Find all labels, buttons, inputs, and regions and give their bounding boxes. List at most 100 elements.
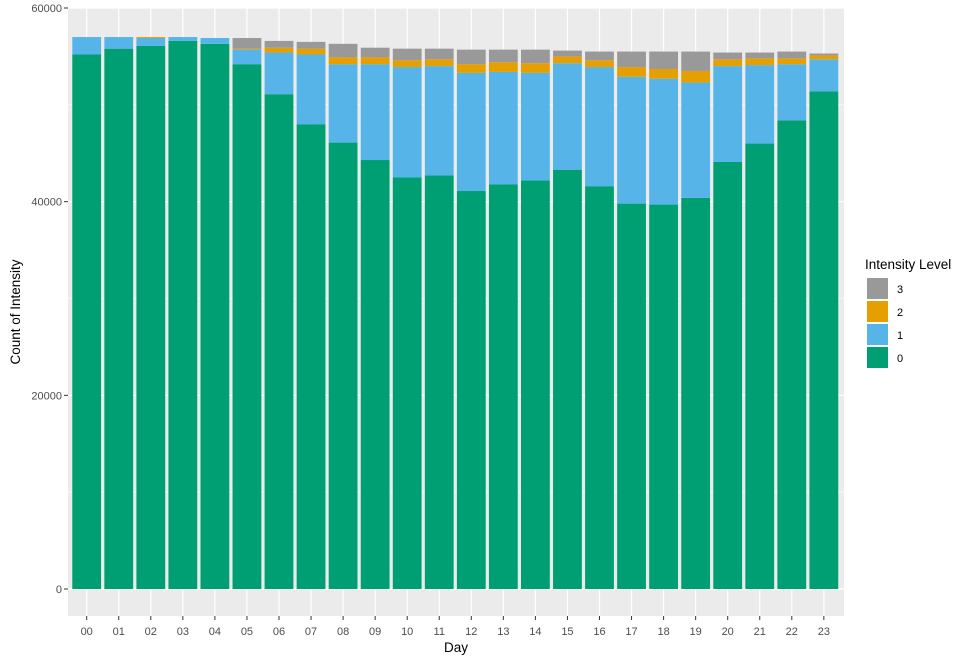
bar-segment-level-2-day-05	[232, 48, 262, 50]
bar-segment-level-2-day-09	[360, 57, 390, 65]
bar-segment-level-3-day-13	[488, 49, 518, 63]
y-tick-label: 0	[56, 584, 62, 596]
bar-segment-level-1-day-00	[72, 37, 102, 55]
legend-key-2	[867, 301, 888, 322]
legend-key-1	[867, 324, 888, 345]
bar-segment-level-1-day-12	[456, 72, 486, 192]
bar-segment-level-0-day-06	[264, 94, 294, 589]
bar-segment-level-0-day-02	[136, 45, 166, 589]
legend-key-3	[867, 278, 888, 299]
bar-segment-level-1-day-10	[392, 67, 422, 178]
bar-segment-level-3-day-16	[585, 51, 614, 61]
bar-segment-level-1-day-23	[809, 59, 839, 92]
x-tick-label: 07	[305, 626, 317, 638]
bar-segment-level-1-day-15	[553, 63, 582, 170]
bar-segment-level-2-day-23	[809, 55, 839, 60]
bar-segment-level-0-day-10	[392, 177, 422, 590]
bar-segment-level-1-day-02	[136, 38, 166, 46]
bar-segment-level-1-day-14	[521, 72, 550, 181]
bar-segment-level-2-day-02	[136, 37, 166, 39]
bar-segment-level-1-day-03	[168, 37, 198, 41]
bar-segment-level-2-day-10	[392, 60, 422, 68]
y-tick-label: 20000	[31, 390, 62, 402]
bar-segment-level-0-day-22	[777, 120, 807, 590]
bar-segment-level-0-day-18	[649, 204, 678, 590]
bar-segment-level-1-day-13	[488, 71, 518, 185]
bar-segment-level-0-day-15	[553, 169, 582, 589]
bar-segment-level-3-day-17	[617, 51, 646, 68]
x-tick-label: 06	[273, 626, 285, 638]
x-tick-label: 23	[818, 626, 830, 638]
bar-segment-level-0-day-16	[585, 186, 614, 589]
bar-segment-level-2-day-07	[296, 48, 326, 55]
bars	[72, 37, 839, 590]
y-axis-title: Count of Intensity	[8, 259, 23, 364]
bar-segment-level-2-day-22	[777, 58, 807, 65]
x-tick-label: 21	[754, 626, 766, 638]
x-tick-label: 08	[337, 626, 349, 638]
bar-segment-level-2-day-15	[553, 56, 582, 64]
x-tick-label: 12	[465, 626, 477, 638]
legend: Intensity Level 3 2 1 0	[865, 257, 951, 368]
x-tick-label: 15	[561, 626, 573, 638]
bar-segment-level-3-day-23	[809, 53, 839, 56]
x-tick-label: 04	[209, 626, 221, 638]
legend-title: Intensity Level	[865, 257, 951, 272]
bar-segment-level-1-day-04	[200, 38, 230, 44]
x-tick-label: 16	[593, 626, 605, 638]
x-tick-label: 13	[497, 626, 509, 638]
bar-segment-level-0-day-04	[200, 43, 230, 590]
bar-segment-level-0-day-09	[360, 160, 390, 590]
bar-segment-level-2-day-21	[745, 58, 775, 66]
x-axis-title: Day	[444, 640, 468, 655]
bar-segment-level-2-day-12	[456, 64, 486, 73]
bar-segment-level-1-day-16	[585, 67, 614, 187]
bar-segment-level-3-day-18	[649, 51, 678, 70]
bar-segment-level-0-day-05	[232, 64, 262, 589]
bar-segment-level-3-day-20	[713, 52, 743, 60]
y-tick-label: 40000	[31, 197, 62, 209]
bar-segment-level-3-day-08	[328, 43, 358, 58]
bar-segment-level-1-day-20	[713, 66, 743, 162]
bar-segment-level-3-day-21	[745, 52, 775, 59]
x-tick-label: 18	[657, 626, 669, 638]
x-tick-label: 14	[529, 626, 541, 638]
bar-segment-level-2-day-06	[264, 47, 294, 53]
bar-segment-level-2-day-20	[713, 59, 743, 67]
y-axis: 0 20000 40000 60000	[31, 3, 68, 596]
bar-segment-level-3-day-19	[681, 51, 711, 71]
bar-segment-level-3-day-11	[424, 48, 454, 60]
bar-segment-level-2-day-18	[649, 69, 678, 79]
bar-segment-level-0-day-03	[168, 40, 198, 589]
bar-segment-level-0-day-11	[424, 175, 454, 589]
bar-segment-level-1-day-06	[264, 52, 294, 95]
bar-segment-level-1-day-11	[424, 66, 454, 176]
bar-segment-level-0-day-21	[745, 143, 775, 590]
bar-segment-level-3-day-06	[264, 40, 294, 48]
legend-label-2: 2	[897, 307, 903, 319]
bar-segment-level-2-day-08	[328, 57, 358, 65]
bar-segment-level-2-day-14	[521, 63, 550, 73]
bar-segment-level-3-day-22	[777, 51, 807, 59]
bar-segment-level-0-day-14	[521, 180, 550, 589]
bar-segment-level-3-day-15	[553, 50, 582, 57]
x-tick-label: 00	[81, 626, 93, 638]
bar-segment-level-0-day-12	[456, 191, 486, 589]
bar-segment-level-3-day-09	[360, 47, 390, 58]
x-tick-label: 02	[145, 626, 157, 638]
bar-segment-level-0-day-07	[296, 124, 326, 589]
bar-segment-level-0-day-23	[809, 91, 839, 589]
x-axis: 00 01 02 03 04 05 06 07 08 09 10 11 12 13 14 15 16 17 18 19…	[81, 616, 830, 638]
bar-segment-level-1-day-07	[296, 54, 326, 125]
bar-segment-level-1-day-09	[360, 64, 390, 161]
x-tick-label: 11	[434, 626, 445, 638]
bar-segment-level-1-day-22	[777, 64, 807, 121]
x-tick-label: 09	[369, 626, 381, 638]
x-tick-label: 20	[722, 626, 734, 638]
legend-key-0	[867, 347, 888, 368]
bar-segment-level-2-day-17	[617, 67, 646, 77]
bar-segment-level-1-day-19	[681, 82, 711, 198]
bar-segment-level-2-day-19	[681, 70, 711, 83]
bar-segment-level-0-day-08	[328, 142, 358, 589]
